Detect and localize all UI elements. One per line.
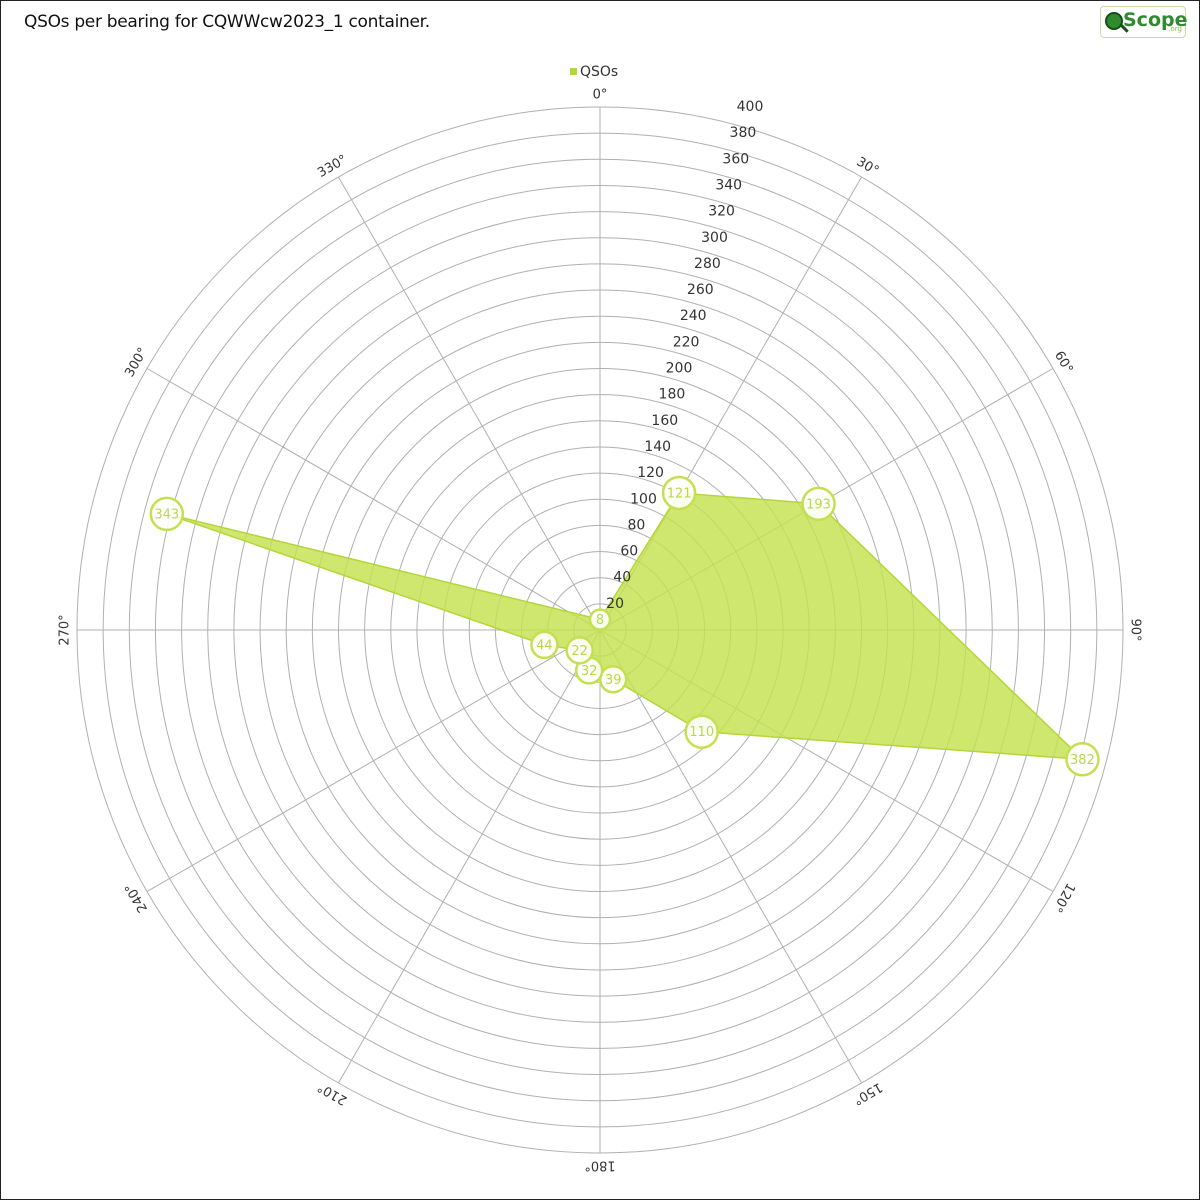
data-markers: 8 121 193 382 110 39 32 22 44 343 [149,475,1100,777]
radial-tick-label: 240 [680,308,707,324]
logo-tld: .org [1168,25,1182,33]
grid-spoke [338,176,601,631]
angle-label: 330° [315,152,350,181]
data-label: 39 [605,673,622,688]
page-title: QSOs per bearing for CQWWcw2023_1 contai… [24,12,430,32]
legend-label: QSOs [580,64,618,80]
data-label: 110 [689,725,714,740]
data-point[interactable] [684,714,719,749]
logo-wordmark: Scope [1123,9,1188,31]
legend-swatch [570,68,577,75]
radial-tick-label: 340 [715,177,742,193]
grid-spoke [599,629,862,1084]
radial-tick-label: 120 [637,465,664,481]
data-point[interactable] [530,630,559,660]
data-label: 22 [571,644,588,659]
angle-label: 300° [122,345,151,380]
radial-tick-label: 380 [730,125,757,141]
radial-tick-label: 100 [630,491,657,507]
grid-spoke [146,368,601,631]
angle-label: 0° [593,88,608,103]
angle-label: 150° [850,1079,885,1108]
data-label: 193 [806,497,831,512]
data-point[interactable] [1065,742,1100,777]
radial-tick-label: 280 [694,256,721,272]
radial-tick-label: 140 [644,439,671,455]
radial-tick-label: 180 [659,387,686,403]
series-area [166,492,1085,761]
qscope-logo[interactable]: Scope .org [1100,6,1188,38]
radial-tick-label: 160 [651,413,678,429]
radial-tick-label: 320 [708,204,735,220]
radial-tick-label: 400 [737,99,764,115]
series-polygon [166,492,1085,761]
radial-tick-label: 80 [627,517,645,533]
grid-spoke [338,629,601,1084]
data-point[interactable] [149,496,185,532]
tick-labels: 20 40 60 80 100 120 140 160 180 200 220 240 260 280 30… [606,99,763,612]
angle-label: 180° [584,1158,615,1173]
data-label: 8 [596,613,604,628]
data-label: 44 [536,638,553,653]
angle-label: 270° [58,614,73,645]
legend[interactable]: QSOs [570,64,618,80]
data-label: 382 [1070,753,1095,768]
radial-tick-label: 220 [673,334,700,350]
data-point[interactable] [801,486,836,522]
angle-label: 210° [315,1079,350,1108]
angle-label: 240° [122,880,151,915]
radial-tick-label: 40 [613,570,631,586]
radial-tick-label: 20 [606,596,624,612]
radial-tick-label: 60 [620,544,638,560]
radial-tick-label: 200 [666,361,693,377]
grid-spoke [146,629,601,892]
data-label: 121 [667,486,692,501]
data-label: 343 [154,507,179,522]
radial-tick-label: 260 [687,282,714,298]
angle-label: 120° [1049,880,1078,915]
radial-tick-label: 360 [722,151,749,167]
magnifier-icon [1105,12,1123,30]
angle-label: 90° [1128,618,1143,641]
data-point[interactable] [661,475,697,511]
data-point[interactable] [565,636,594,665]
radial-tick-label: 300 [701,230,728,246]
data-label: 32 [581,664,598,679]
data-point[interactable] [588,608,612,631]
